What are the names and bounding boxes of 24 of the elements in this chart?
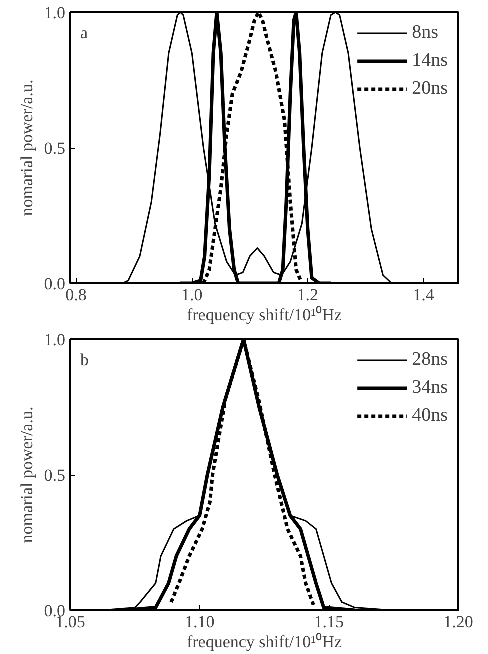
- annotation: b: [80, 350, 89, 370]
- y-axis-title: nomarial power/a.u.: [17, 80, 36, 216]
- legend-label: 34ns: [412, 377, 448, 399]
- y-tick-label: 1.0: [44, 330, 66, 350]
- x-tick-label: 1.0: [181, 286, 203, 304]
- x-tick-label: 0.8: [66, 286, 87, 304]
- x-tick-label: 1.20: [444, 612, 474, 632]
- x-tick-label: 1.2: [297, 286, 319, 304]
- x-axis-title: frequency shift/10¹⁰Hz: [186, 306, 342, 324]
- legend-label: 8ns: [412, 22, 438, 44]
- y-tick-label: 0.5: [44, 466, 66, 485]
- y-tick-label: 0.5: [44, 139, 66, 158]
- y-tick-label: 1.0: [44, 4, 66, 22]
- x-tick-label: 1.15: [314, 612, 344, 632]
- legend-label: 20ns: [412, 78, 448, 100]
- x-axis-title: frequency shift/10¹⁰Hz: [186, 632, 342, 652]
- legend-label: 14ns: [412, 50, 448, 72]
- x-tick-label: 1.10: [184, 612, 215, 632]
- y-axis-title: nomarial power/a.u.: [17, 406, 36, 544]
- legend-label: 40ns: [412, 405, 448, 427]
- legend-label: 28ns: [412, 349, 448, 371]
- annotation: a: [80, 24, 88, 42]
- y-tick-label: 0.0: [44, 274, 66, 294]
- x-tick-label: 1.4: [413, 286, 435, 304]
